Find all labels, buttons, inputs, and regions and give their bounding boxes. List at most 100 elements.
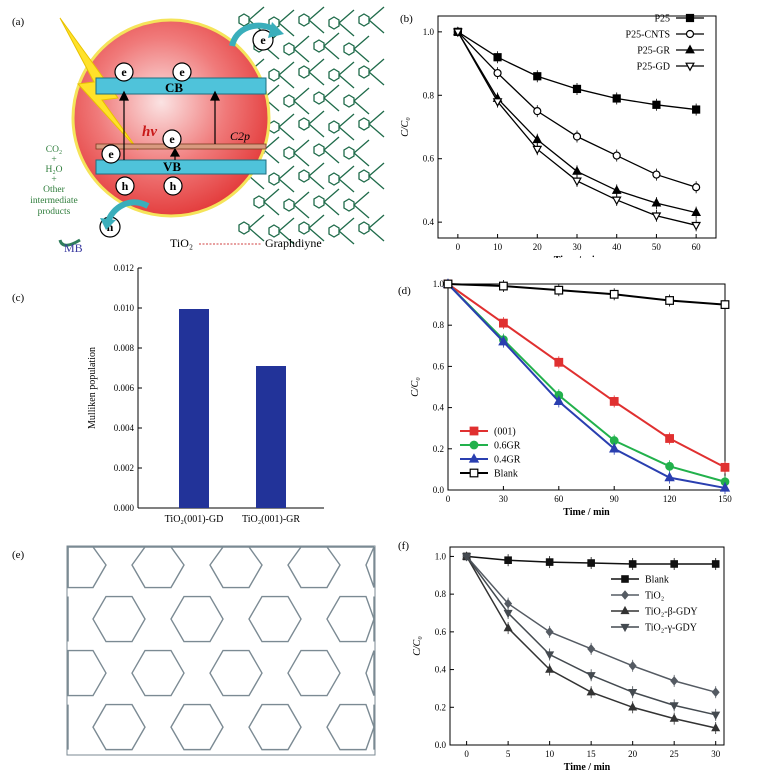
legend-label: TiO₂ — [645, 591, 664, 602]
y-tick-label: 1.0 — [435, 551, 447, 561]
data-point — [545, 558, 554, 566]
lattice-bond — [338, 113, 355, 128]
lattice-bond — [368, 6, 385, 21]
lattice-bond — [338, 165, 355, 180]
lattice-bond — [278, 9, 295, 24]
legend-label: Blank — [494, 469, 518, 480]
lattice-bond — [323, 32, 340, 47]
x-tick-label: 40 — [612, 242, 622, 252]
lattice-hexagon — [313, 143, 325, 157]
lattice-hexagon — [248, 595, 302, 643]
lattice-hexagon — [343, 42, 355, 56]
data-point — [691, 221, 702, 231]
y-tick-label: 0.6 — [423, 154, 435, 164]
data-point — [545, 627, 554, 637]
x-tick-label: 5 — [506, 749, 511, 759]
lattice-hexagon — [268, 120, 280, 134]
mb-arrow — [58, 238, 81, 247]
x-axis-label: Time / min — [563, 507, 610, 518]
x-tick-label: 0 — [464, 749, 469, 759]
data-point — [652, 170, 661, 179]
lattice-hexagon — [358, 221, 370, 235]
lattice-bond — [368, 110, 385, 125]
y-axis-label: C/C₀ — [410, 377, 421, 397]
data-point — [692, 183, 701, 192]
data-point — [692, 105, 701, 114]
electron-label: e — [121, 65, 127, 79]
data-point — [664, 471, 675, 482]
legend-marker — [469, 468, 479, 478]
legend-label: P25-GR — [637, 46, 670, 57]
legend-marker — [685, 13, 695, 23]
y-tick-label: 0.004 — [114, 423, 135, 433]
data-point — [652, 100, 661, 109]
lattice-bond — [293, 87, 310, 102]
lattice-hexagon — [209, 649, 263, 697]
lattice-bond — [278, 165, 295, 180]
lattice-bond — [368, 58, 385, 73]
data-point — [504, 556, 512, 565]
data-point — [670, 676, 679, 686]
lattice-hexagon — [298, 221, 310, 235]
lattice-bond — [263, 201, 280, 216]
lattice-bond — [308, 162, 325, 177]
lattice-hexagon — [268, 224, 280, 238]
data-point — [554, 357, 564, 367]
x-tick-label: 90 — [610, 494, 620, 504]
data-point — [532, 145, 543, 155]
legend-label: 0.6GR — [494, 441, 521, 452]
hole-transfer-arrow — [105, 199, 150, 224]
lattice-bond — [338, 178, 355, 193]
lattice-bond — [353, 191, 370, 206]
y-tick-label: 0.6 — [433, 361, 445, 371]
panel-f: (f) 0 5 10 15 20 25 30 0.0 0.2 0.4 0.6 0.8 1.0 Time / … — [386, 525, 773, 773]
legend-marker — [685, 44, 695, 54]
data-point — [665, 461, 675, 471]
data-point — [586, 687, 596, 696]
x-tick-label: 30 — [573, 242, 583, 252]
data-point — [711, 711, 721, 720]
lattice-hexagon — [328, 172, 340, 186]
lattice-hexagon — [298, 169, 310, 183]
lattice-hexagon — [268, 172, 280, 186]
legend-label: (001) — [494, 427, 516, 438]
data-point — [553, 395, 564, 406]
product-text: Other — [43, 185, 65, 195]
schematic-a: CB VB C2p hν e e e e e h — [30, 6, 385, 255]
legend-marker — [620, 623, 630, 633]
lattice-bond — [323, 97, 340, 112]
lattice-bond — [368, 227, 385, 242]
lattice-hexagon — [253, 195, 265, 209]
hole-label: h — [107, 220, 114, 234]
x-tick-label: TiO₂(001)-GR — [242, 514, 300, 525]
data-point — [670, 560, 678, 568]
lattice-bond — [263, 136, 280, 151]
lattice-hexagon — [298, 117, 310, 131]
chart-c: 0.000 0.002 0.004 0.006 0.008 0.010 0.012 Mulli… — [87, 263, 324, 525]
x-tick-label: 150 — [718, 494, 732, 504]
lattice-bond — [338, 74, 355, 89]
lattice-bond — [263, 149, 280, 164]
data-point — [493, 68, 502, 78]
lattice-bond — [353, 48, 370, 63]
bar — [256, 366, 286, 508]
panel-a: (a) CB VB C2p hν — [0, 0, 386, 258]
data-point — [651, 197, 662, 207]
lattice-hexagon — [283, 198, 295, 212]
y-tick-label: 0.4 — [435, 665, 447, 675]
excitation-arrows — [119, 90, 220, 160]
panel-c-label: (c) — [12, 292, 25, 304]
lattice-bond — [293, 100, 310, 115]
series-line — [447, 283, 726, 469]
lattice-bond — [308, 214, 325, 229]
data-point — [611, 196, 622, 206]
data-point — [628, 661, 637, 671]
product-text: H₂O — [45, 165, 62, 175]
legend-label: P25-GD — [637, 62, 670, 73]
lattice-bond — [323, 84, 340, 99]
y-tick-label: 0.000 — [114, 503, 135, 513]
lattice-bond — [323, 149, 340, 164]
plot-frame — [437, 15, 717, 239]
lattice-bond — [263, 188, 280, 203]
